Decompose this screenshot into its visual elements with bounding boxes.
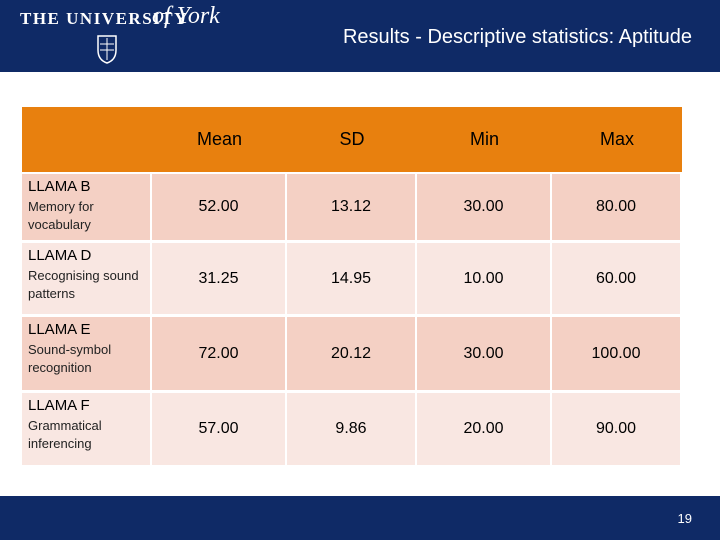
crest [97,35,117,64]
table-cell: 30.00 [417,317,550,390]
footer-banner [0,496,720,540]
row-name: LLAMA E [28,321,91,338]
table-cell: 31.25 [152,243,285,314]
logo-text: THE UNIVERSITY [20,9,188,28]
row-label: LLAMA E Sound-symbol recognition [22,317,150,390]
table-cell: 9.86 [287,393,415,465]
header-banner [0,0,720,72]
table-cell: 100.00 [552,317,680,390]
row-label: LLAMA D Recognising sound patterns [22,243,150,314]
row-label: LLAMA B Memory for vocabulary [22,174,150,240]
row-name: LLAMA D [28,247,92,264]
column-header: Min [417,107,552,172]
table-cell: 52.00 [152,174,285,240]
row-description: Recognising sound patterns [28,268,139,302]
row-description: Grammatical inferencing [28,418,102,452]
column-header: Mean [152,107,287,172]
logo-script: of York [152,3,220,29]
table-cell: 90.00 [552,393,680,465]
table-cell: 60.00 [552,243,680,314]
table-cell: 57.00 [152,393,285,465]
table-cell: 20.12 [287,317,415,390]
table-cell: 10.00 [417,243,550,314]
table-cell: 20.00 [417,393,550,465]
row-name: LLAMA B [28,178,91,195]
slide-title: Results - Descriptive statistics: Aptitu… [342,26,692,48]
table-cell: 13.12 [287,174,415,240]
table-cell: 72.00 [152,317,285,390]
row-description: Sound-symbol recognition [28,342,112,376]
header-cell [22,107,152,172]
row-label: LLAMA F Grammatical inferencing [22,393,150,465]
column-header: Max [552,107,682,172]
row-description: Memory for vocabulary [28,199,94,233]
row-name: LLAMA F [28,397,90,414]
table-cell: 14.95 [287,243,415,314]
page-number: 19 [677,511,692,526]
column-header: SD [287,107,417,172]
table-cell: 30.00 [417,174,550,240]
table-cell: 80.00 [552,174,680,240]
